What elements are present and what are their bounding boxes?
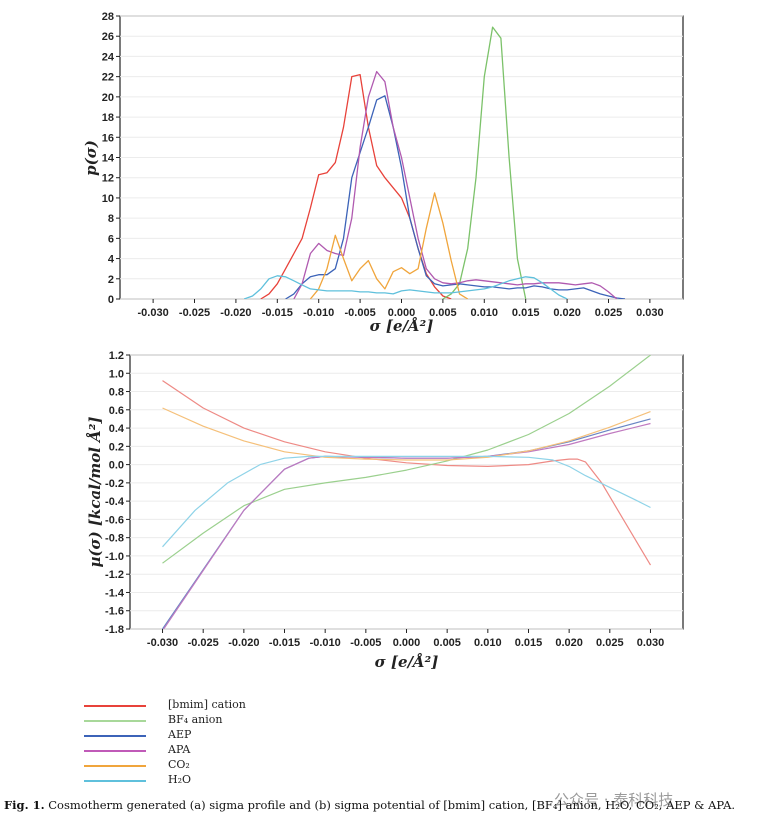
potential-x-tick-label: -0.020 <box>228 637 259 649</box>
profile-series-co2 <box>309 192 469 299</box>
potential-y-tick-label: -1.0 <box>105 551 124 563</box>
profile-x-tick-label: 0.025 <box>595 307 623 319</box>
profile-y-tick-label: 10 <box>102 193 114 205</box>
potential-x-tick-label: 0.005 <box>433 637 461 649</box>
watermark-text: 公众号 · 泰科科技 <box>554 791 674 809</box>
potential-y-tick-label: -0.8 <box>105 533 124 545</box>
profile-x-tick-label: 0.005 <box>429 307 457 319</box>
profile-x-tick-label: -0.025 <box>179 307 210 319</box>
caption-prefix: Fig. 1. <box>4 798 45 812</box>
potential-plot-frame <box>129 354 684 630</box>
profile-x-tick-label: -0.010 <box>303 307 334 319</box>
potential-y-tick-label: 0.4 <box>109 423 125 435</box>
profile-y-tick-label: 2 <box>108 274 114 286</box>
sigma-potential-chart: 1.2 1.0 0.8 0.6 0.4 0.2 0.0 -0.2 -0.4 -0.6 -0.8 -1.… <box>86 350 684 671</box>
legend-item-aep: AEP <box>84 728 344 743</box>
legend-label-bmim: [bmim] cation <box>168 698 246 711</box>
potential-x-tick-label: -0.030 <box>147 637 178 649</box>
legend-item-co2: CO₂ <box>84 758 344 773</box>
potential-x-tick-label: -0.025 <box>188 637 219 649</box>
legend-item-bmim: [bmim] cation <box>84 698 344 713</box>
legend-item-apa: APA <box>84 743 344 758</box>
legend-swatch-co2 <box>84 765 146 767</box>
watermark: 公众号 · 泰科科技 <box>554 789 673 810</box>
profile-y-tick-label: 8 <box>108 213 114 225</box>
legend-swatch-bf4 <box>84 720 146 722</box>
potential-series-h2o <box>162 455 651 548</box>
potential-y-tick-label: -1.8 <box>105 624 124 636</box>
potential-series-co2 <box>162 407 651 461</box>
legend-swatch-apa <box>84 750 146 752</box>
legend-label-aep: AEP <box>168 728 192 741</box>
potential-series-bf4 <box>162 355 651 564</box>
profile-y-tick-label: 28 <box>102 11 114 23</box>
profile-x-tick-label: 0.000 <box>388 307 416 319</box>
legend: [bmim] cation BF₄ anion AEP APA CO₂ H₂O <box>84 698 344 788</box>
potential-y-tick-label: 1.0 <box>109 368 124 380</box>
potential-x-tick-label: -0.015 <box>269 637 300 649</box>
profile-x-tick-label: 0.030 <box>636 307 664 319</box>
potential-y-tick-label: -0.4 <box>105 496 125 508</box>
legend-label-apa: APA <box>168 743 191 756</box>
legend-swatch-h2o <box>84 780 146 782</box>
profile-y-tick-label: 16 <box>102 132 114 144</box>
profile-x-tick-label: 0.015 <box>512 307 540 319</box>
legend-swatch-aep <box>84 735 146 737</box>
potential-series-bmim <box>162 380 652 566</box>
potential-x-tick-label: 0.020 <box>555 637 583 649</box>
profile-y-tick-label: 12 <box>102 173 114 185</box>
potential-x-tick-label: 0.000 <box>393 637 421 649</box>
figure-caption: Fig. 1. Cosmotherm generated (a) sigma p… <box>4 798 764 812</box>
profile-y-tick-label: 4 <box>108 254 115 266</box>
profile-y-tick-label: 18 <box>102 112 114 124</box>
potential-y-tick-label: -0.2 <box>105 478 124 490</box>
potential-x-tick-label: 0.010 <box>474 637 502 649</box>
profile-x-tick-label: -0.005 <box>345 307 376 319</box>
profile-y-tick-label: 26 <box>102 31 114 43</box>
potential-series-apa <box>162 422 651 629</box>
legend-label-co2: CO₂ <box>168 758 190 771</box>
potential-y-tick-label: -1.6 <box>105 606 124 618</box>
potential-y-tick-label: 0.6 <box>109 405 124 417</box>
potential-x-tick-label: 0.025 <box>596 637 624 649</box>
profile-y-tick-label: 14 <box>102 153 115 165</box>
potential-x-axis-label: σ [e/Å²] <box>375 653 439 671</box>
profile-x-tick-label: 0.010 <box>471 307 499 319</box>
legend-swatch-bmim <box>84 705 146 707</box>
profile-x-tick-label: -0.030 <box>138 307 169 319</box>
profile-x-tick-label: 0.020 <box>553 307 581 319</box>
potential-y-tick-label: 0.2 <box>109 441 124 453</box>
profile-x-axis-label: σ [e/Å²] <box>370 317 434 335</box>
potential-x-tick-label: 0.015 <box>515 637 543 649</box>
profile-series-apa <box>293 70 618 299</box>
legend-label-bf4: BF₄ anion <box>168 713 223 726</box>
legend-label-h2o: H₂O <box>168 773 192 786</box>
profile-y-tick-label: 24 <box>102 51 115 63</box>
potential-y-tick-label: 1.2 <box>109 350 124 362</box>
legend-item-h2o: H₂O <box>84 773 344 788</box>
potential-y-tick-label: -1.2 <box>105 569 124 581</box>
profile-y-tick-label: 22 <box>102 72 114 84</box>
caption-text: Cosmotherm generated (a) sigma profile a… <box>48 798 736 812</box>
profile-series-aep <box>285 95 626 299</box>
profile-series-bf4 <box>442 26 527 299</box>
profile-x-tick-label: -0.020 <box>220 307 251 319</box>
potential-y-tick-label: 0.0 <box>109 460 124 472</box>
potential-x-tick-label: 0.030 <box>637 637 665 649</box>
profile-y-axis-label: p(σ) <box>82 140 100 176</box>
profile-y-tick-label: 20 <box>102 92 114 104</box>
profile-y-tick-label: 6 <box>108 233 114 245</box>
potential-y-tick-label: -0.6 <box>105 514 124 526</box>
potential-y-tick-label: 0.8 <box>109 387 124 399</box>
profile-series-h2o <box>243 275 568 299</box>
profile-y-tick-label: 0 <box>108 294 114 306</box>
potential-x-tick-label: -0.005 <box>350 637 381 649</box>
legend-item-bf4: BF₄ anion <box>84 713 344 728</box>
potential-y-tick-label: -1.4 <box>105 587 125 599</box>
potential-y-axis-label: µ(σ) [kcal/mol Å²] <box>86 416 104 567</box>
profile-x-tick-label: -0.015 <box>262 307 293 319</box>
potential-x-tick-label: -0.010 <box>310 637 341 649</box>
